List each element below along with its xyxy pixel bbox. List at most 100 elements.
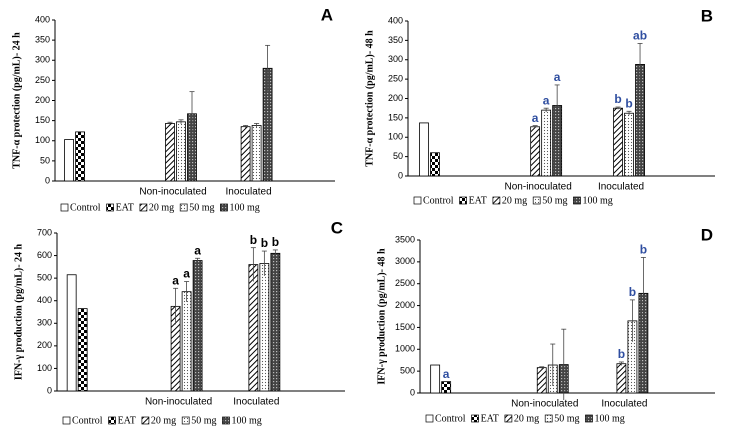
bar: [251, 125, 262, 182]
bar: [419, 122, 429, 177]
y-tick-label: 0: [45, 175, 50, 185]
bar: [270, 252, 281, 392]
bar: [75, 131, 85, 182]
y-tick-label: 3000: [395, 256, 415, 266]
bar: [240, 126, 251, 182]
y-tick-label: 2000: [395, 300, 415, 310]
legend-label: EAT: [116, 202, 134, 213]
legend-label: 20 mg: [514, 413, 539, 424]
y-tick-label: 100: [37, 363, 52, 373]
legend-label: 50 mg: [191, 415, 216, 426]
y-tick-label: 300: [388, 54, 403, 64]
legend-swatch: [179, 203, 188, 212]
significance-letter: a: [554, 70, 561, 84]
bar: [64, 139, 74, 182]
y-tick-label: 0: [47, 385, 52, 395]
legend-swatch: [532, 196, 541, 205]
x-tick-label: Inoculated: [598, 182, 644, 193]
bar: [541, 109, 552, 177]
panel-label: C: [331, 218, 343, 237]
legend-label: EAT: [469, 195, 487, 206]
legend-swatch: [62, 416, 71, 425]
legend-label: 20 mg: [149, 202, 174, 213]
legend-swatch: [471, 414, 479, 423]
y-tick-label: 400: [37, 295, 52, 305]
bar: [616, 363, 627, 394]
x-tick-label: Inoculated: [601, 399, 647, 410]
panel-label: A: [321, 5, 333, 24]
x-tick-label: Non-inoculated: [511, 399, 578, 410]
bar: [530, 126, 541, 177]
x-tick-label: Non-inoculated: [145, 397, 212, 408]
y-axis-label: TNF-α protection (pg/mL)- 48 h: [364, 30, 375, 167]
y-tick-label: 1000: [395, 344, 415, 354]
legend-swatch: [60, 203, 69, 212]
bar: [441, 381, 452, 394]
y-tick-label: 3500: [395, 234, 415, 244]
significance-letter: a: [194, 243, 201, 257]
legend-label: 50 mg: [554, 413, 579, 424]
legend-label: EAT: [118, 415, 136, 426]
y-tick-label: 500: [37, 273, 52, 283]
x-tick-label: Inoculated: [226, 187, 272, 198]
legend-swatch: [544, 414, 553, 423]
significance-letter: b: [272, 235, 279, 249]
y-tick-label: 50: [393, 151, 403, 161]
panel: 0 100 200 300 400 500 600 700 IFN-γ production (…: [13, 218, 345, 426]
y-tick-label: 100: [35, 135, 50, 145]
legend-label: 50 mg: [542, 195, 567, 206]
panel: 0 500 1000 1500 2000 2500 3000 3500 IFN-γ produc…: [376, 225, 715, 424]
legend-swatch: [585, 414, 593, 423]
bar: [259, 263, 270, 392]
y-tick-label: 2500: [395, 278, 415, 288]
significance-letter: b: [618, 347, 625, 361]
y-tick-label: 500: [400, 366, 415, 376]
bar: [165, 123, 175, 182]
legend-swatch: [222, 416, 230, 425]
panel: 0 50 100 150 200 250 300 350 400 TNF-α protection…: [11, 5, 335, 213]
significance-letter: b: [250, 233, 257, 247]
bar: [176, 121, 186, 182]
legend-swatch: [413, 196, 422, 205]
legend-swatch: [459, 196, 467, 205]
significance-letter: a: [443, 367, 450, 381]
legend-label: 20 mg: [502, 195, 527, 206]
y-tick-label: 100: [388, 132, 403, 142]
significance-letter: a: [183, 267, 190, 281]
significance-letter: a: [172, 273, 179, 287]
y-tick-label: 400: [388, 15, 403, 25]
significance-letter: b: [625, 96, 632, 110]
bar: [192, 260, 203, 392]
legend-swatch: [573, 196, 581, 205]
panel-label: B: [701, 6, 713, 25]
legend-label: EAT: [481, 413, 499, 424]
panel: 0 50 100 150 200 250 300 350 400 TNF-α protection…: [364, 6, 715, 206]
significance-letter: a: [532, 111, 539, 125]
legend-swatch: [181, 416, 190, 425]
y-tick-label: 150: [388, 112, 403, 122]
bar: [430, 364, 441, 394]
bar: [430, 152, 440, 177]
y-axis-label: IFN-γ production (pg/mL)- 48 h: [376, 248, 387, 385]
y-tick-label: 200: [35, 95, 50, 105]
legend-label: 100 mg: [582, 195, 612, 206]
y-tick-label: 150: [35, 115, 50, 125]
y-tick-label: 0: [410, 387, 415, 397]
x-tick-label: Non-inoculated: [505, 182, 572, 193]
legend-swatch: [504, 414, 513, 423]
bar: [248, 264, 259, 392]
y-tick-label: 300: [37, 318, 52, 328]
legend-label: Control: [70, 202, 101, 213]
significance-letter: b: [640, 243, 647, 257]
bar: [536, 367, 547, 394]
y-tick-label: 200: [37, 340, 52, 350]
y-tick-label: 600: [37, 250, 52, 260]
bar: [66, 274, 77, 392]
legend-swatch: [220, 203, 228, 212]
x-tick-label: Non-inoculated: [139, 187, 206, 198]
y-tick-label: 300: [35, 55, 50, 65]
legend-label: Control: [435, 413, 466, 424]
y-axis-label: IFN-γ production (pg/mL)- 24 h: [13, 243, 24, 380]
y-tick-label: 200: [388, 93, 403, 103]
